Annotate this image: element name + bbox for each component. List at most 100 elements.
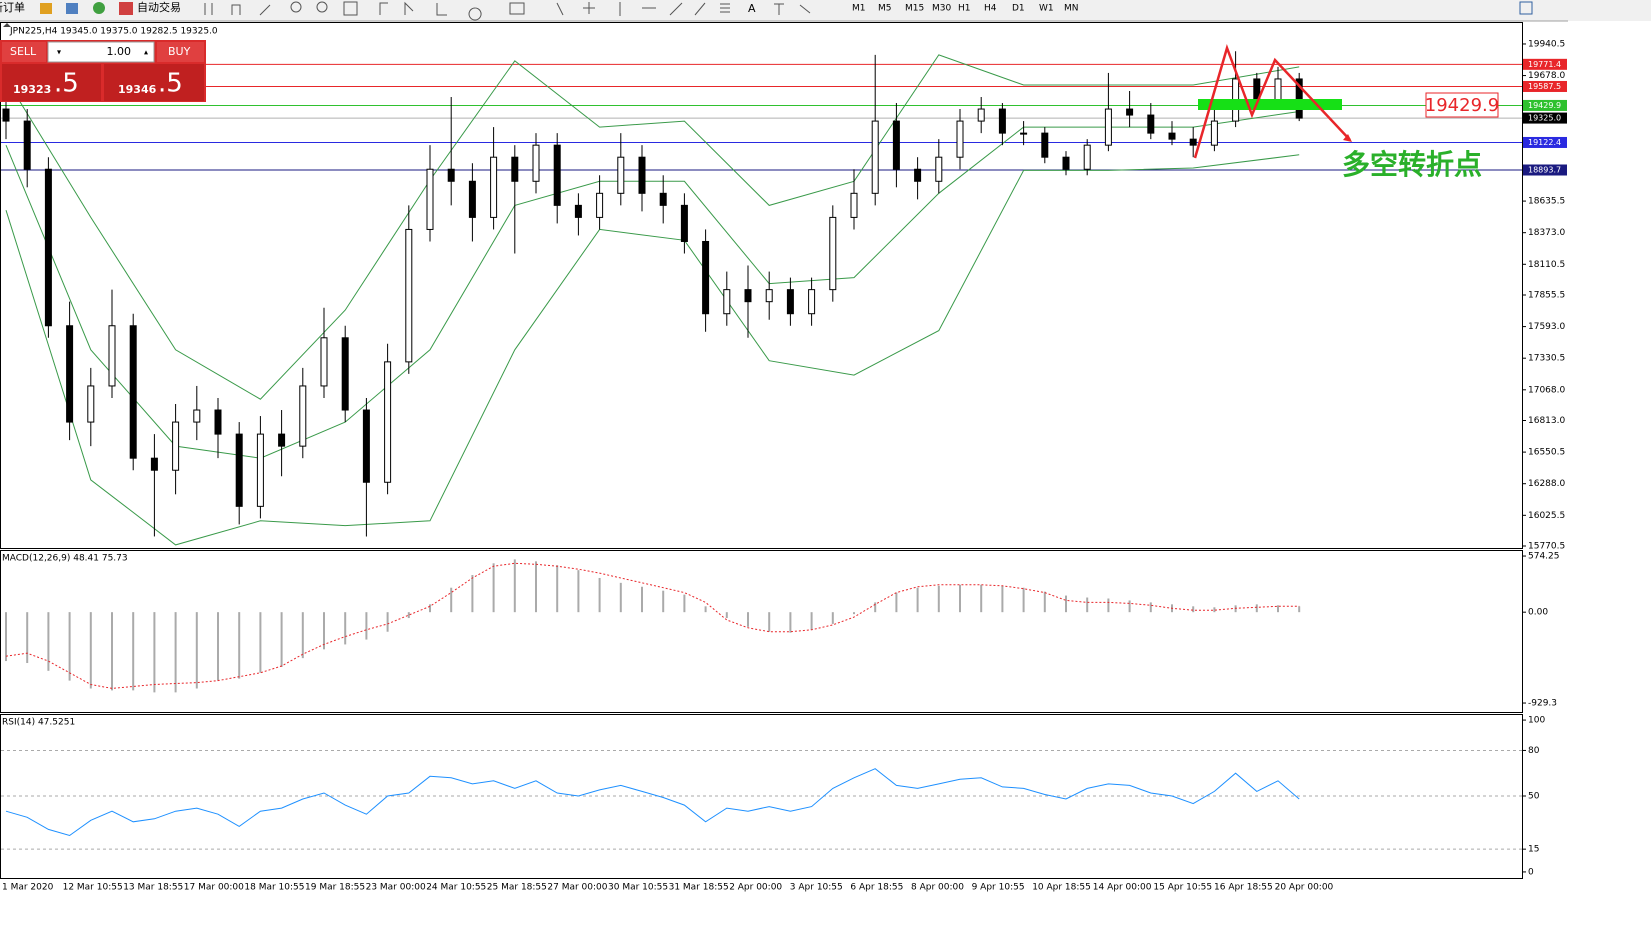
timeframe[interactable]: M15 (905, 4, 924, 14)
timeframe[interactable]: MN (1064, 4, 1079, 14)
timeframe[interactable]: M1 (852, 4, 866, 14)
candle-body (914, 168, 922, 182)
x-tick-label: 8 Apr 00:00 (911, 883, 964, 893)
y-tick-label: 16288.0 (1528, 479, 1565, 489)
x-tick-label: 6 Apr 18:55 (850, 883, 903, 893)
y-tick-label: 100 (1528, 716, 1545, 726)
spin-up[interactable]: ▴ (144, 48, 148, 57)
arrow-head (1343, 134, 1352, 142)
y-tick-label: 17855.5 (1528, 290, 1565, 300)
buy-button[interactable] (157, 42, 204, 62)
macd-title: MACD(12,26,9) 48.41 75.73 (2, 554, 128, 564)
candle-body (596, 192, 604, 218)
candle-body (977, 108, 985, 122)
candle-body (66, 325, 74, 423)
spin-down[interactable]: ▾ (57, 48, 61, 57)
ask-main: 19346 (118, 83, 157, 96)
y-tick-label: 18635.5 (1528, 197, 1565, 207)
x-tick-label: 19 Mar 18:55 (305, 883, 365, 893)
x-tick-label: 17 Mar 00:00 (184, 883, 244, 893)
y-tick-label: 0 (1528, 867, 1534, 877)
timeframe[interactable]: W1 (1039, 4, 1054, 14)
candle-body (108, 325, 116, 387)
search-icon[interactable] (1519, 1, 1533, 15)
candle-body (214, 409, 222, 435)
timeframe[interactable]: M30 (932, 4, 951, 14)
lot-input[interactable] (47, 41, 155, 63)
text-tool[interactable]: A (748, 2, 756, 15)
bid-main: 19323 (13, 83, 51, 96)
x-tick-label: 16 Apr 18:55 (1214, 883, 1273, 893)
bollinger-lower (5, 154, 1300, 546)
candle-body (1147, 114, 1155, 134)
timeframe[interactable]: H1 (958, 4, 971, 14)
support-bar (1198, 99, 1342, 110)
timeframe[interactable]: H4 (984, 4, 997, 14)
candle-body (935, 156, 943, 182)
y-tick-label: 17068.0 (1528, 385, 1565, 395)
icon[interactable] (40, 3, 52, 14)
new-order[interactable]: 新订单 (0, 0, 25, 14)
macd-pane (0, 550, 1523, 713)
trade-panel: SELL ▾ ▴ 1.00 BUY 19323 .5 19346 .5 (0, 40, 206, 102)
auto-trading[interactable]: 自动交易 (137, 0, 181, 14)
x-tick-label: 27 Mar 00:00 (547, 883, 607, 893)
toolbar (0, 0, 1651, 21)
y-tick-label: -929.3 (1528, 699, 1557, 709)
icon[interactable] (93, 2, 105, 14)
x-tick-label: 20 Apr 00:00 (1275, 883, 1334, 893)
y-tick-label: 19940.5 (1528, 39, 1565, 49)
candle-body (892, 120, 900, 170)
candle-body (1041, 132, 1049, 158)
candle-body (341, 337, 349, 411)
price-pane (0, 22, 1523, 549)
candle-body (574, 204, 582, 218)
candle-body (447, 168, 455, 182)
pattern-arrows (1193, 44, 1351, 159)
y-tick-label: 15770.5 (1528, 542, 1565, 552)
candle-body (1062, 156, 1070, 170)
level-label: 19587.5 (1528, 82, 1561, 91)
candle-body (617, 156, 625, 194)
x-tick-label: 14 Apr 00:00 (1093, 883, 1152, 893)
y-tick-label: 0.00 (1528, 608, 1548, 618)
candle-body (1168, 132, 1176, 140)
last-price-label: 19325.0 (1528, 114, 1561, 123)
candle-body (723, 289, 731, 315)
collapse-icon[interactable] (3, 23, 11, 27)
candle-body (744, 289, 752, 303)
sell-button[interactable] (2, 42, 46, 62)
candle-body (299, 385, 307, 447)
rsi-line (5, 768, 1300, 837)
y-tick-label: 16813.0 (1528, 416, 1565, 426)
turning-point-note: 多空转折点 (1342, 148, 1482, 181)
x-tick-label: 12 Mar 10:55 (63, 883, 123, 893)
icon[interactable] (66, 3, 78, 14)
y-tick-label: 17330.5 (1528, 354, 1565, 364)
x-tick-label: 25 Mar 18:55 (487, 883, 547, 893)
ask-box[interactable] (104, 64, 204, 101)
sell-label[interactable]: SELL (10, 45, 37, 58)
candle-body (850, 192, 858, 218)
icon[interactable] (119, 2, 133, 15)
candle-body (193, 409, 201, 423)
lot-value[interactable]: 1.00 (107, 45, 132, 58)
x-tick-label: 23 Mar 00:00 (366, 883, 426, 893)
timeframe[interactable]: M5 (878, 4, 892, 14)
candle-body (659, 192, 667, 206)
candle-body (23, 120, 31, 170)
bollinger-middle (5, 111, 1300, 459)
x-tick-label: 10 Apr 18:55 (1032, 883, 1091, 893)
bid-box[interactable] (2, 64, 101, 101)
y-tick-label: 15 (1528, 845, 1539, 855)
candle-body (765, 289, 773, 303)
buy-label[interactable]: BUY (168, 45, 191, 58)
timeframe[interactable]: D1 (1012, 4, 1025, 14)
candle-body (1295, 78, 1303, 119)
candle-body (320, 337, 328, 387)
bollinger-upper (5, 54, 1300, 400)
y-tick-label: 16550.5 (1528, 448, 1565, 458)
level-label: 19771.4 (1528, 60, 1561, 69)
x-tick-label: 18 Mar 10:55 (244, 883, 304, 893)
